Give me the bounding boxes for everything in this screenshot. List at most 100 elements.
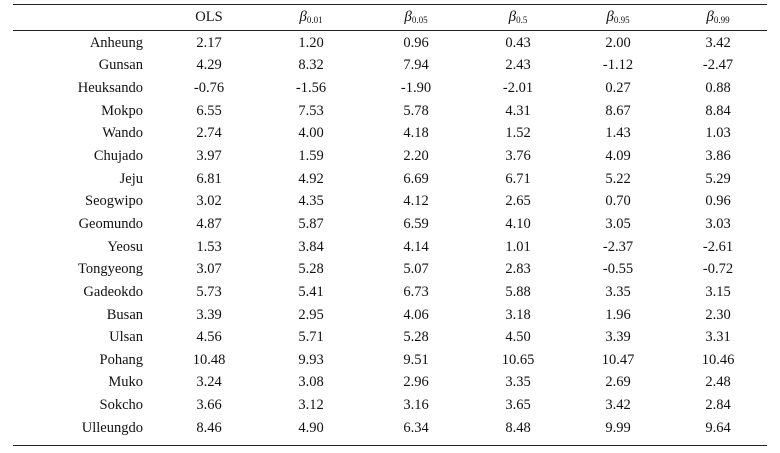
coefficient-cell: 9.64: [705, 419, 731, 436]
table-row: Anheung 2.17 1.20 0.96 0.43 2.00 3.42: [13, 30, 767, 55]
coefficient-cell: 4.12: [403, 193, 429, 210]
coefficient-cell: 7.94: [403, 57, 429, 74]
coefficient-cell: -1.56: [295, 80, 327, 97]
coefficient-cell: 0.96: [705, 193, 731, 210]
station-name-cell: Chujado: [93, 148, 143, 165]
coefficient-cell: 3.76: [505, 148, 531, 165]
coefficient-cell: 3.24: [196, 374, 222, 391]
coefficient-cell: 1.20: [298, 34, 324, 51]
beta-symbol: β: [299, 9, 307, 25]
beta-quantile-subscript: 0.99: [713, 15, 730, 25]
header-cell: β0.01: [259, 5, 363, 30]
coefficient-cell: 10.46: [701, 351, 735, 368]
table-row: Heuksando -0.76 -1.56 -1.90 -2.01 0.27 0.88: [13, 77, 767, 100]
coefficient-cell: 7.53: [298, 102, 324, 119]
coefficient-cell: 4.06: [403, 306, 429, 323]
coefficient-cell: 2.00: [605, 34, 631, 51]
beta-symbol: β: [404, 9, 412, 25]
table-body: Anheung 2.17 1.20 0.96 0.43 2.00 3.42 Gunsan 4.2…: [13, 30, 767, 440]
coefficient-cell: 2.84: [705, 397, 731, 414]
station-name-cell: Tongyeong: [77, 261, 143, 278]
table-row: Tongyeong 3.07 5.28 5.07 2.83 -0.55 -0.72: [13, 258, 767, 281]
coefficient-cell: 3.16: [403, 397, 429, 414]
coefficient-cell: 8.48: [505, 419, 531, 436]
coefficient-cell: 1.52: [505, 125, 531, 142]
regression-coefficients-table: OLS β0.01 β0.05 β0.5 β0.95 β0.99 Anheung 2.17 1…: [13, 5, 767, 440]
station-name-cell: Muko: [108, 374, 143, 391]
beta-symbol: β: [606, 9, 614, 25]
table-row: Geomundo 4.87 5.87 6.59 4.10 3.05 3.03: [13, 213, 767, 236]
coefficient-cell: 9.99: [605, 419, 631, 436]
table-row: Chujado 3.97 1.59 2.20 3.76 4.09 3.86: [13, 145, 767, 168]
coefficient-cell: -2.37: [602, 238, 634, 255]
coefficient-cell: -0.72: [702, 261, 734, 278]
beta-quantile-subscript: 0.05: [411, 15, 428, 25]
coefficient-cell: 3.07: [196, 261, 222, 278]
coefficient-cell: 3.35: [605, 283, 631, 300]
coefficient-cell: 4.35: [298, 193, 324, 210]
coefficient-cell: 0.70: [605, 193, 631, 210]
coefficient-cell: 3.18: [505, 306, 531, 323]
coefficient-cell: 3.03: [705, 215, 731, 232]
header-station-column: [13, 5, 159, 30]
coefficient-cell: 2.43: [505, 57, 531, 74]
beta-quantile-subscript: 0.5: [516, 15, 528, 25]
header-cell: β0.99: [669, 5, 767, 30]
coefficient-cell: 2.96: [403, 374, 429, 391]
coefficient-cell: 3.35: [505, 374, 531, 391]
coefficient-cell: 4.18: [403, 125, 429, 142]
coefficient-cell: 8.46: [196, 419, 222, 436]
coefficient-cell: -1.12: [602, 57, 634, 74]
table-row: Ulleungdo 8.46 4.90 6.34 8.48 9.99 9.64: [13, 417, 767, 440]
coefficient-cell: 4.31: [505, 102, 531, 119]
coefficient-cell: 8.84: [705, 102, 731, 119]
coefficient-cell: 6.73: [403, 283, 429, 300]
beta-symbol: β: [706, 9, 714, 25]
coefficient-cell: 8.67: [605, 102, 631, 119]
header-cell: β0.95: [567, 5, 669, 30]
coefficient-cell: -2.47: [702, 57, 734, 74]
station-name-cell: Gadeokdo: [83, 283, 143, 300]
coefficient-cell: 5.73: [196, 283, 222, 300]
coefficient-cell: 5.88: [505, 283, 531, 300]
coefficient-cell: 6.69: [403, 170, 429, 187]
coefficient-cell: 3.31: [705, 329, 731, 346]
station-name-cell: Ulleungdo: [81, 419, 143, 436]
coefficient-cell: -2.61: [702, 238, 734, 255]
coefficient-cell: 4.10: [505, 215, 531, 232]
table-row: Mokpo 6.55 7.53 5.78 4.31 8.67 8.84: [13, 100, 767, 123]
table-row: Pohang 10.48 9.93 9.51 10.65 10.47 10.46: [13, 349, 767, 372]
coefficient-cell: 6.34: [403, 419, 429, 436]
table-row: Yeosu 1.53 3.84 4.14 1.01 -2.37 -2.61: [13, 236, 767, 259]
coefficient-cell: 0.27: [605, 80, 631, 97]
station-name-cell: Jeju: [119, 170, 143, 187]
coefficient-cell: -0.55: [602, 261, 634, 278]
coefficient-cell: 4.29: [196, 57, 222, 74]
station-name-cell: Sokcho: [99, 397, 144, 414]
coefficient-cell: 9.93: [298, 351, 324, 368]
table-row: Sokcho 3.66 3.12 3.16 3.65 3.42 2.84: [13, 394, 767, 417]
beta-quantile-subscript: 0.01: [306, 15, 323, 25]
beta-symbol: β: [508, 9, 517, 25]
header-cell: OLS: [195, 9, 223, 25]
table-row: Busan 3.39 2.95 4.06 3.18 1.96 2.30: [13, 304, 767, 327]
coefficient-cell: 5.07: [403, 261, 429, 278]
coefficient-cell: 3.15: [705, 283, 731, 300]
coefficient-cell: 4.09: [605, 148, 631, 165]
station-name-cell: Gunsan: [98, 57, 143, 74]
coefficient-cell: 9.51: [403, 351, 429, 368]
coefficient-cell: 0.88: [705, 80, 731, 97]
coefficient-cell: 5.29: [705, 170, 731, 187]
coefficient-cell: 6.59: [403, 215, 429, 232]
station-name-cell: Mokpo: [101, 102, 143, 119]
coefficient-cell: 5.87: [298, 215, 324, 232]
station-name-cell: Heuksando: [77, 80, 143, 97]
coefficient-cell: 3.66: [196, 397, 222, 414]
coefficient-cell: 3.39: [605, 329, 631, 346]
coefficient-cell: 3.12: [298, 397, 324, 414]
coefficient-cell: 3.02: [196, 193, 222, 210]
table-row: Muko 3.24 3.08 2.96 3.35 2.69 2.48: [13, 372, 767, 395]
coefficient-cell: 1.43: [605, 125, 631, 142]
coefficient-cell: 0.96: [403, 34, 429, 51]
beta-quantile-subscript: 0.95: [613, 15, 630, 25]
